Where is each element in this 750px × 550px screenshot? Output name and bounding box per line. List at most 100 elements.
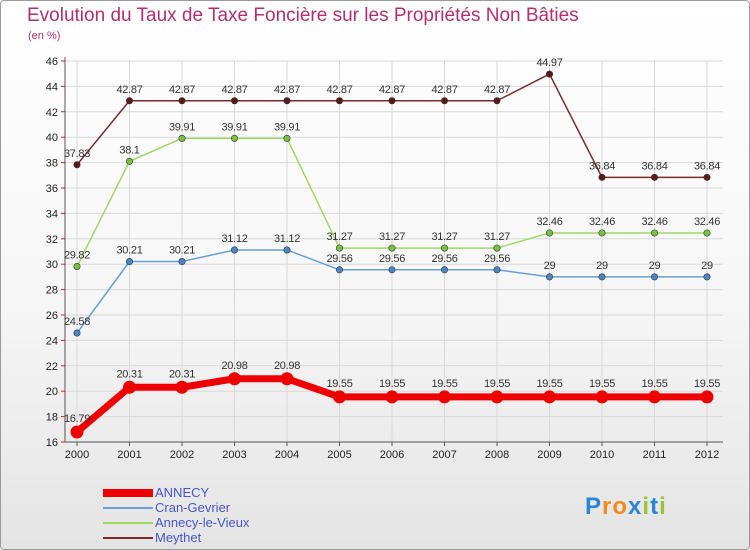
data-point-cran-gevrier bbox=[231, 246, 239, 254]
data-label-cran-gevrier: 24.58 bbox=[64, 316, 90, 328]
data-point-annecy bbox=[438, 390, 451, 404]
data-label-annecy-le-vieux: 31.27 bbox=[431, 231, 457, 243]
y-tick-label: 46 bbox=[46, 56, 58, 68]
data-label-meythet: 36.84 bbox=[641, 160, 667, 172]
data-label-annecy: 19.55 bbox=[431, 378, 457, 390]
data-point-annecy-le-vieux bbox=[73, 262, 81, 270]
data-point-annecy bbox=[123, 380, 136, 394]
data-point-meythet bbox=[650, 173, 658, 181]
data-label-meythet: 42.87 bbox=[116, 84, 142, 96]
data-label-annecy-le-vieux: 39.91 bbox=[169, 121, 195, 133]
data-label-annecy-le-vieux: 32.46 bbox=[694, 216, 720, 228]
data-point-annecy bbox=[70, 425, 84, 439]
data-point-meythet bbox=[598, 173, 606, 181]
data-point-annecy-le-vieux bbox=[335, 244, 343, 252]
data-point-cran-gevrier bbox=[650, 273, 658, 281]
data-label-annecy: 20.98 bbox=[274, 360, 300, 372]
data-label-meythet: 42.87 bbox=[484, 84, 510, 96]
data-point-annecy bbox=[333, 390, 346, 404]
data-point-annecy-le-vieux bbox=[126, 157, 134, 165]
data-label-annecy: 16.79 bbox=[64, 413, 90, 425]
y-tick-label: 22 bbox=[46, 361, 58, 373]
data-label-annecy-le-vieux: 32.46 bbox=[641, 216, 667, 228]
data-point-annecy bbox=[175, 380, 189, 394]
data-point-annecy-le-vieux bbox=[231, 134, 239, 142]
x-tick-label: 2010 bbox=[590, 449, 614, 461]
data-point-meythet bbox=[440, 97, 448, 105]
legend-label: Annecy-le-Vieux bbox=[155, 515, 250, 530]
data-point-annecy bbox=[280, 372, 294, 386]
data-label-annecy-le-vieux: 38.1 bbox=[119, 144, 139, 156]
x-tick-label: 2004 bbox=[275, 449, 299, 461]
x-tick-label: 2006 bbox=[380, 449, 404, 461]
data-point-annecy bbox=[648, 390, 661, 404]
data-point-annecy bbox=[385, 390, 399, 404]
logo-letter: x bbox=[628, 493, 643, 520]
data-point-cran-gevrier bbox=[545, 273, 553, 281]
proxiti-logo: Proxiti bbox=[585, 493, 667, 521]
logo-letter: i bbox=[659, 493, 667, 520]
data-point-cran-gevrier bbox=[178, 258, 186, 266]
x-tick-label: 2011 bbox=[643, 449, 667, 461]
data-label-annecy: 20.31 bbox=[169, 368, 195, 380]
legend-swatch bbox=[103, 522, 153, 524]
data-label-annecy: 19.55 bbox=[589, 378, 615, 390]
logo-letter: t bbox=[650, 493, 660, 520]
y-tick-label: 28 bbox=[46, 285, 58, 297]
data-label-cran-gevrier: 29.56 bbox=[431, 253, 457, 265]
data-point-meythet bbox=[283, 97, 291, 105]
data-point-cran-gevrier bbox=[126, 258, 134, 266]
legend-label: Cran-Gevrier bbox=[155, 500, 231, 515]
data-label-meythet: 36.84 bbox=[694, 160, 720, 172]
x-tick-label: 2002 bbox=[170, 449, 194, 461]
x-tick-label: 2009 bbox=[537, 449, 561, 461]
y-tick-label: 30 bbox=[46, 259, 58, 271]
data-label-annecy: 19.55 bbox=[379, 378, 405, 390]
data-point-meythet bbox=[493, 97, 501, 105]
data-label-cran-gevrier: 31.12 bbox=[274, 233, 300, 245]
x-tick-label: 2008 bbox=[485, 449, 509, 461]
data-label-meythet: 42.87 bbox=[326, 84, 352, 96]
data-point-annecy bbox=[490, 390, 504, 404]
x-tick-label: 2012 bbox=[695, 449, 719, 461]
data-label-annecy-le-vieux: 31.27 bbox=[326, 231, 352, 243]
data-point-annecy-le-vieux bbox=[545, 229, 553, 237]
logo-letter: r bbox=[602, 493, 613, 520]
data-label-meythet: 42.87 bbox=[379, 84, 405, 96]
data-point-meythet bbox=[231, 97, 239, 105]
data-point-annecy-le-vieux bbox=[178, 134, 186, 142]
data-point-annecy bbox=[595, 390, 609, 404]
data-label-meythet: 42.87 bbox=[431, 84, 457, 96]
data-label-cran-gevrier: 31.12 bbox=[221, 233, 247, 245]
data-label-meythet: 42.87 bbox=[274, 84, 300, 96]
y-tick-label: 40 bbox=[46, 132, 58, 144]
y-tick-label: 36 bbox=[46, 183, 58, 195]
data-label-meythet: 42.87 bbox=[221, 84, 247, 96]
data-point-meythet bbox=[178, 97, 186, 105]
data-point-cran-gevrier bbox=[388, 266, 396, 274]
y-tick-label: 24 bbox=[46, 335, 58, 347]
data-label-annecy: 19.55 bbox=[484, 378, 510, 390]
data-label-cran-gevrier: 30.21 bbox=[116, 245, 142, 257]
logo-letter: o bbox=[612, 493, 629, 520]
data-label-meythet: 36.84 bbox=[589, 160, 615, 172]
data-label-meythet: 42.87 bbox=[169, 84, 195, 96]
legend-label: ANNECY bbox=[155, 485, 210, 500]
data-label-cran-gevrier: 29 bbox=[701, 260, 713, 272]
y-tick-label: 34 bbox=[46, 208, 58, 220]
data-label-annecy: 20.98 bbox=[221, 360, 247, 372]
data-label-annecy: 19.55 bbox=[326, 378, 352, 390]
x-tick-label: 2007 bbox=[432, 449, 456, 461]
y-tick-label: 20 bbox=[46, 386, 58, 398]
data-label-annecy: 19.55 bbox=[641, 378, 667, 390]
legend-swatch bbox=[103, 507, 153, 509]
data-point-annecy-le-vieux bbox=[388, 244, 396, 252]
data-point-cran-gevrier bbox=[283, 246, 291, 254]
chart-title: Evolution du Taux de Taxe Foncière sur l… bbox=[27, 5, 579, 26]
data-point-meythet bbox=[73, 161, 81, 169]
data-point-annecy bbox=[228, 372, 241, 386]
y-unit-label: (en %) bbox=[28, 30, 61, 42]
data-point-cran-gevrier bbox=[73, 329, 81, 337]
